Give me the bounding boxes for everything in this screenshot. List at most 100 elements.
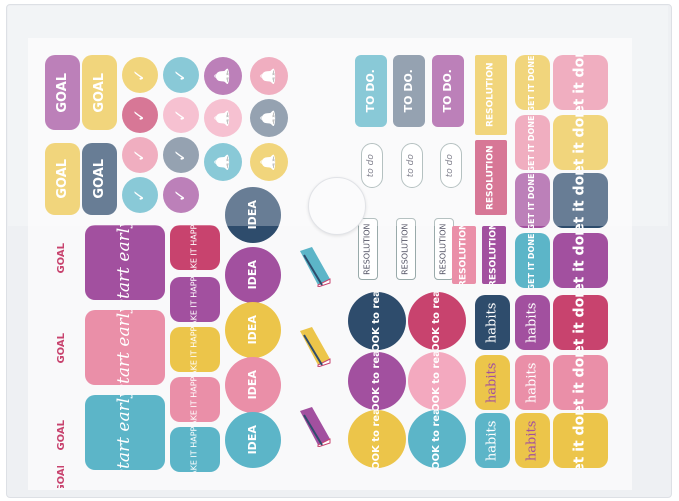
books-icon [300,247,331,288]
check-circle-sticker-label: ✓ [129,108,149,122]
book-to-read-sticker-label: BOOK to read [430,292,442,350]
check-circle-sticker-label: ✓ [129,68,149,82]
idea-sticker-label: IDEA [246,260,260,290]
start-early-sticker: start early [85,225,165,300]
resolution-sticker-label: RESOLUTION [485,62,496,128]
todo-script-sticker-label: to do [406,153,417,178]
get-it-done-sticker: Get it done [553,295,608,350]
resolution-outline-sticker: RESOLUTION [434,218,454,280]
make-it-happen-sticker: MAKE IT HAPPEN [170,377,220,422]
bell-icon: 🔔 [214,153,231,171]
todo-script-sticker: to do [440,143,462,188]
habits-sticker: habits [475,413,510,468]
make-it-happen-sticker: MAKE IT HAPPEN [170,427,220,472]
goal-small-sticker: GOAL [50,405,74,465]
goal-sticker: GOAL [82,143,117,215]
book-to-read-sticker: BOOK to read [348,352,406,410]
book-stack-sticker [298,405,332,448]
check-circle-sticker: ✓ [163,97,199,133]
get-it-done-sticker-label: Get it done [572,413,589,468]
bell-icon: 🔔 [214,67,231,85]
get-it-done-small-sticker: GET IT DONE! [515,55,550,110]
get-it-done-small-sticker: GET IT DONE! [515,115,550,170]
goal-sticker-label: GOAL [54,159,70,199]
goal-small-sticker-label: GOAL [55,332,67,364]
book-to-read-sticker: BOOK to read [408,352,466,410]
habits-sticker: habits [515,355,550,410]
book-to-read-sticker-label: BOOK to read [370,292,382,350]
start-early-sticker-label: start early [114,225,135,300]
get-it-done-sticker-label: Get it done [572,173,589,228]
bell-circle-sticker: 🔔 [250,99,288,137]
make-it-happen-sticker: MAKE IT HAPPEN [170,327,220,372]
get-it-done-small-sticker-label: GET IT DONE! [527,55,537,110]
bell-icon: 🔔 [260,153,277,171]
goal-small-sticker-label: GOAL [55,419,67,451]
resolution-outline-sticker-label: RESOLUTION [400,223,410,275]
check-circle-sticker-label: ✓ [170,148,190,162]
get-it-done-sticker-label: Get it done [572,233,589,288]
book-to-read-sticker-label: BOOK to read [370,410,382,468]
get-it-done-sticker: Get it done [553,413,608,468]
book-to-read-sticker: BOOK to read [408,410,466,468]
goal-small-sticker: GOAL [50,228,74,288]
todo-ticket-sticker-label: TO DO. [364,69,378,113]
goal-sticker-label: GOAL [54,72,70,113]
todo-ticket-sticker-label: TO DO. [441,69,455,113]
goal-sticker: GOAL [45,55,80,130]
get-it-done-sticker-label: Get it done [572,115,589,170]
idea-sticker-label: IDEA [246,315,260,345]
bell-circle-sticker: 🔔 [250,143,288,181]
get-it-done-small-sticker: GET IT DONE! [515,233,550,288]
check-circle-sticker: ✓ [122,137,158,173]
check-circle-sticker-label: ✓ [170,188,190,202]
resolution-outline-sticker-label: RESOLUTION [438,223,448,275]
check-circle-sticker: ✓ [122,97,158,133]
idea-sticker: IDEA [225,412,281,468]
books-icon [300,327,331,368]
make-it-happen-sticker: MAKE IT HAPPEN [170,277,220,322]
idea-sticker: IDEA [225,247,281,303]
idea-sticker: IDEA [225,357,281,413]
make-it-happen-sticker: MAKE IT HAPPEN [170,225,220,270]
book-to-read-sticker: BOOK to read [408,292,466,350]
resolution-sticker: RESOLUTION [452,226,476,284]
bell-circle-sticker: 🔔 [250,57,288,95]
goal-sticker: GOAL [82,55,117,130]
book-to-read-sticker-label: BOOK to read [370,352,382,410]
idea-sticker: IDEA [225,302,281,358]
resolution-outline-sticker-label: RESOLUTION [362,223,372,275]
book-to-read-sticker: BOOK to read [348,410,406,468]
get-it-done-small-sticker: GET IT DONE! [515,173,550,228]
book-stack-sticker [298,325,332,368]
book-to-read-sticker: BOOK to read [348,292,406,350]
book-to-read-sticker-label: BOOK to read [430,352,442,410]
bell-icon: 🔔 [214,109,231,127]
check-circle-sticker: ✓ [122,177,158,213]
habits-sticker-label: habits [524,362,540,403]
make-it-happen-sticker-label: MAKE IT HAPPEN [189,427,199,472]
todo-ticket-sticker-label: TO DO. [402,69,416,113]
habits-sticker-label: habits [524,420,540,461]
idea-sticker: IDEA [225,187,281,243]
goal-small-sticker: GOAL [50,318,74,378]
check-circle-sticker-label: ✓ [170,68,190,82]
goal-sticker: GOAL [45,143,80,215]
goal-small-sticker-label: GOAL [55,242,67,274]
habits-sticker-label: habits [484,420,500,461]
check-circle-sticker-label: ✓ [170,108,190,122]
bell-circle-sticker: 🔔 [204,57,242,95]
habits-sticker: habits [475,355,510,410]
habits-sticker-label: habits [484,362,500,403]
check-circle-sticker: ✓ [163,137,199,173]
todo-script-sticker-label: to do [366,153,377,178]
get-it-done-small-sticker-label: GET IT DONE! [527,115,537,170]
resolution-sticker: RESOLUTION [475,140,507,215]
get-it-done-sticker-label: Get it done [572,355,589,410]
make-it-happen-sticker-label: MAKE IT HAPPEN [189,377,199,422]
habits-sticker: habits [475,295,510,350]
make-it-happen-sticker-label: MAKE IT HAPPEN [189,327,199,372]
resolution-sticker-label: RESOLUTION [458,226,469,284]
todo-script-sticker: to do [401,143,423,188]
start-early-sticker-label: start early [114,310,135,385]
